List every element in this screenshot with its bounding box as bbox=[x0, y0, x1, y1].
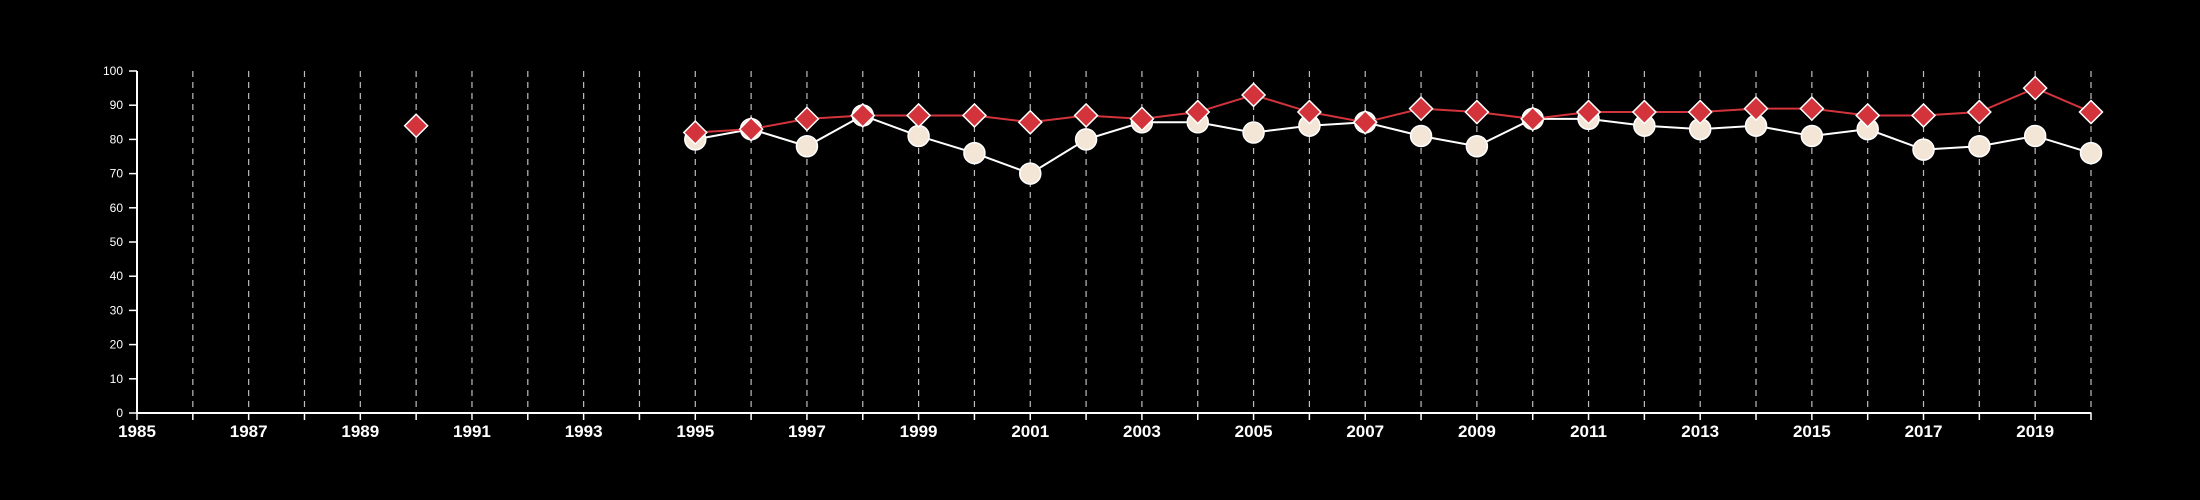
x-tick-label: 2013 bbox=[1681, 422, 1719, 441]
data-point bbox=[1241, 82, 1267, 108]
data-point bbox=[1910, 102, 1937, 129]
data-point bbox=[1966, 99, 1992, 125]
y-tick-label: 80 bbox=[110, 132, 124, 146]
series-circle bbox=[684, 104, 2103, 185]
x-tick-label: 1991 bbox=[453, 422, 491, 441]
data-point bbox=[1799, 96, 1825, 122]
data-point bbox=[1409, 124, 1433, 148]
x-tick-label: 2003 bbox=[1123, 422, 1161, 441]
x-tick-label: 2005 bbox=[1235, 422, 1273, 441]
data-point bbox=[1520, 106, 1546, 132]
data-point bbox=[907, 124, 930, 148]
data-point bbox=[403, 113, 429, 139]
x-tick-label: 1997 bbox=[788, 422, 826, 441]
data-point bbox=[1631, 99, 1657, 125]
y-tick-label: 100 bbox=[103, 64, 123, 78]
data-point bbox=[961, 102, 987, 129]
data-point bbox=[1687, 99, 1713, 125]
y-tick-label: 40 bbox=[110, 269, 124, 283]
data-point bbox=[2079, 141, 2103, 165]
data-point bbox=[2078, 99, 2104, 125]
data-point bbox=[1575, 99, 1602, 125]
y-tick-label: 0 bbox=[116, 406, 123, 420]
data-point bbox=[963, 141, 986, 165]
y-tick-label: 20 bbox=[110, 338, 124, 352]
data-point bbox=[906, 102, 932, 129]
x-tick-label: 1987 bbox=[230, 422, 268, 441]
data-point bbox=[1242, 121, 1265, 144]
data-point bbox=[1185, 99, 1211, 125]
x-tick-label: 1989 bbox=[341, 422, 379, 441]
data-point bbox=[1352, 109, 1378, 135]
x-tick-label: 2015 bbox=[1793, 422, 1831, 441]
x-tick-label: 1985 bbox=[118, 422, 156, 441]
x-tick-label: 2017 bbox=[1905, 422, 1943, 441]
x-tick-label: 2019 bbox=[2016, 422, 2054, 441]
x-tick-label: 1999 bbox=[900, 422, 938, 441]
axes: 0 10 20 30 40 50 60 70 80 90 100 1985 1987 1989 1991 19… bbox=[103, 64, 2092, 441]
x-tick-label: 2001 bbox=[1011, 422, 1049, 441]
data-point bbox=[1017, 109, 1043, 135]
y-tick-label: 70 bbox=[110, 167, 124, 181]
data-point bbox=[1855, 102, 1881, 129]
data-point bbox=[2022, 75, 2048, 101]
data-point bbox=[1074, 128, 1098, 151]
x-tick-label: 1993 bbox=[565, 422, 603, 441]
series-diamond bbox=[403, 75, 2104, 146]
data-point bbox=[794, 106, 820, 132]
series-layer bbox=[403, 75, 2104, 185]
data-point bbox=[1464, 99, 1490, 125]
y-tick-label: 60 bbox=[110, 201, 124, 215]
data-point bbox=[1129, 106, 1155, 132]
data-point bbox=[1465, 134, 1489, 158]
data-point bbox=[1296, 99, 1322, 125]
y-tick-label: 90 bbox=[110, 98, 124, 112]
data-point bbox=[1408, 96, 1434, 122]
data-point bbox=[850, 102, 876, 129]
data-point bbox=[1968, 134, 1991, 158]
data-point bbox=[1019, 162, 1042, 185]
y-tick-label: 10 bbox=[110, 372, 124, 386]
data-point bbox=[2023, 124, 2047, 148]
data-point bbox=[1743, 96, 1769, 122]
x-tick-label: 2007 bbox=[1346, 422, 1384, 441]
x-tick-label: 2009 bbox=[1458, 422, 1496, 441]
data-point bbox=[1800, 124, 1824, 148]
y-tick-label: 50 bbox=[110, 235, 124, 249]
data-point bbox=[1912, 138, 1935, 161]
data-point bbox=[1073, 102, 1099, 129]
x-tick-label: 2011 bbox=[1570, 422, 1607, 441]
data-point bbox=[682, 119, 708, 146]
y-tick-label: 30 bbox=[110, 303, 124, 317]
x-tick-label: 1995 bbox=[676, 422, 714, 441]
data-point bbox=[738, 116, 764, 142]
data-point bbox=[795, 134, 819, 158]
